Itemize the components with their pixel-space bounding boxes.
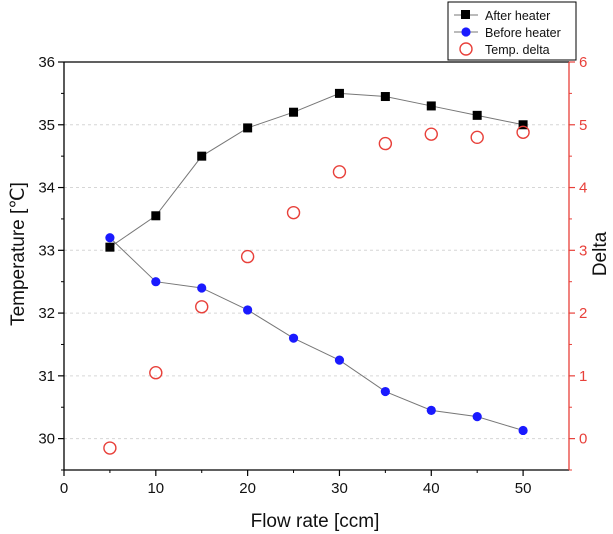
after-heater-point xyxy=(334,88,344,98)
legend-delta-label: Temp. delta xyxy=(485,43,550,57)
data-points xyxy=(103,88,530,455)
x-tick-label: 0 xyxy=(60,480,68,497)
x-tick-label: 20 xyxy=(239,480,256,497)
after-heater-point xyxy=(197,151,207,161)
y-tick-label: 33 xyxy=(38,242,55,259)
x-axis-ticks: 0 10 20 30 40 50 xyxy=(60,470,532,497)
before-heater-point xyxy=(334,355,345,365)
temp-delta-point xyxy=(286,205,301,220)
y-tick-label: 31 xyxy=(38,368,55,385)
after-heater-point xyxy=(151,211,161,221)
temp-delta-point xyxy=(470,130,484,145)
legend-before-marker xyxy=(461,27,471,37)
series-connectors xyxy=(109,92,524,431)
after-heater-point xyxy=(289,107,299,117)
temp-delta-point xyxy=(332,165,347,179)
y2-tick-label: 1 xyxy=(579,368,587,385)
y2-tick-label: 3 xyxy=(579,242,587,259)
legend-after-label: After heater xyxy=(485,9,550,23)
y2-tick-label: 5 xyxy=(579,117,587,134)
after-heater-point xyxy=(380,92,390,102)
legend-before-label: Before heater xyxy=(485,26,561,40)
y2-tick-label: 4 xyxy=(579,180,587,197)
after-heater-point xyxy=(472,110,482,120)
x-tick-label: 30 xyxy=(331,480,348,497)
legend-delta-marker xyxy=(459,42,473,56)
y-tick-label: 36 xyxy=(38,54,55,71)
y-tick-label: 34 xyxy=(38,180,55,197)
after-heater-point xyxy=(243,123,253,133)
before-heater-point xyxy=(472,412,482,422)
temp-delta-point xyxy=(103,441,117,455)
y-tick-label: 35 xyxy=(38,117,55,134)
after-heater-point xyxy=(105,242,115,252)
x-axis-title: Flow rate [ccm] xyxy=(251,511,380,532)
y2-axis-ticks: 0 1 2 3 4 5 6 xyxy=(569,54,587,471)
x-tick-label: 10 xyxy=(147,480,164,497)
y-tick-label: 32 xyxy=(38,305,55,322)
temp-delta-point xyxy=(195,300,209,314)
temp-delta-point xyxy=(240,249,255,264)
temp-delta-point xyxy=(378,136,393,151)
before-heater-point xyxy=(151,277,161,287)
y-tick-label: 30 xyxy=(38,431,55,448)
legend: After heater Before heater Temp. delta xyxy=(447,1,577,61)
before-heater-point xyxy=(243,305,253,315)
temp-delta-point xyxy=(149,366,163,380)
legend-after-marker xyxy=(461,10,470,19)
before-heater-line xyxy=(109,237,524,431)
before-heater-point xyxy=(105,233,115,243)
y2-tick-label: 0 xyxy=(579,431,587,448)
temp-delta-point xyxy=(424,127,438,141)
y-axis-ticks: 30 31 32 33 34 35 36 xyxy=(38,54,64,471)
temp-delta-point xyxy=(516,125,530,140)
x-tick-label: 40 xyxy=(423,480,440,497)
after-heater-point xyxy=(426,101,436,111)
after-heater-line xyxy=(109,92,524,248)
x-tick-label: 50 xyxy=(515,480,532,497)
before-heater-point xyxy=(426,405,436,415)
plot-frame xyxy=(63,61,570,471)
before-heater-point xyxy=(197,283,207,293)
y2-axis-title: Delta xyxy=(590,231,611,276)
before-heater-point xyxy=(380,386,390,397)
before-heater-point xyxy=(288,333,299,343)
before-heater-point xyxy=(518,425,528,436)
y-axis-title: Temperature [℃] xyxy=(8,182,29,326)
y2-tick-label: 6 xyxy=(579,54,587,71)
y2-tick-label: 2 xyxy=(579,305,587,322)
after-heater-point xyxy=(518,120,528,130)
